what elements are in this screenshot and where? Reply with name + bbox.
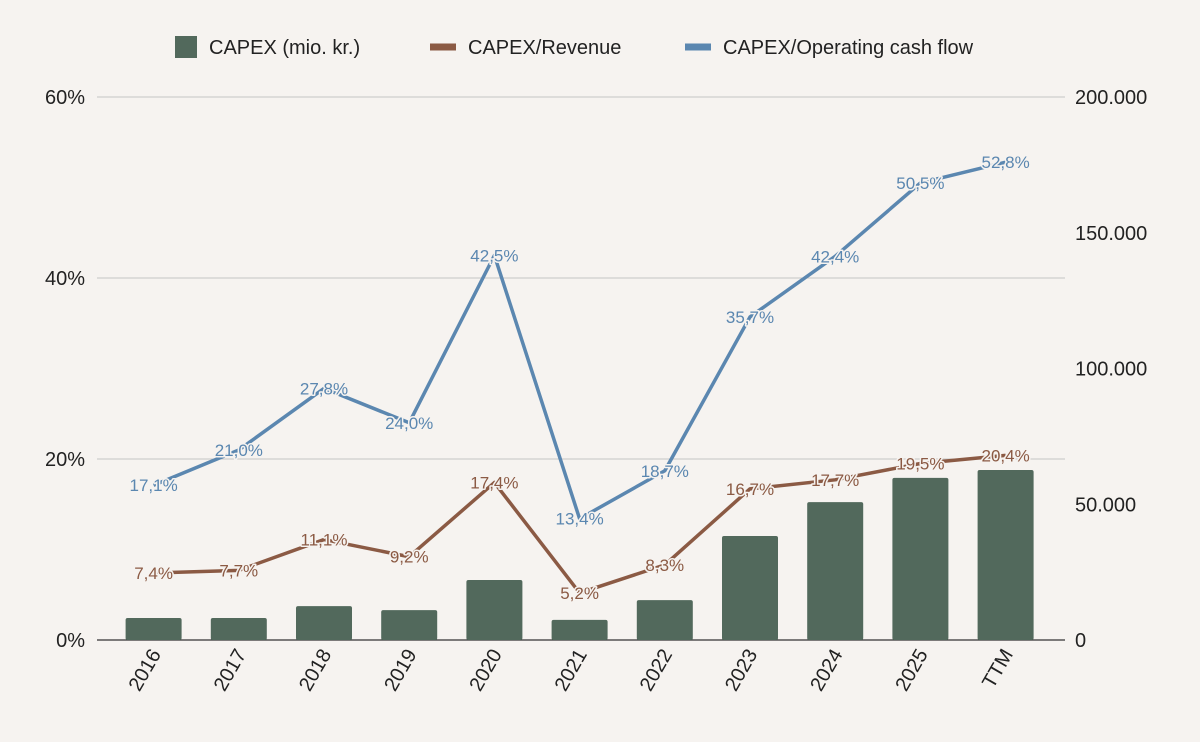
data-label: 42,4% [811, 247, 859, 266]
data-label: 17,1% [129, 476, 177, 495]
x-tick-label: 2018 [295, 646, 336, 696]
right-tick-label: 0 [1075, 630, 1086, 652]
legend-label: CAPEX (mio. kr.) [209, 37, 360, 59]
x-tick-label: 2016 [125, 646, 166, 696]
legend-swatch [685, 43, 711, 51]
data-label: 35,7% [726, 308, 774, 327]
left-tick-label: 60% [45, 87, 85, 109]
bar-2024 [807, 502, 864, 640]
x-tick-label: 2019 [380, 646, 421, 696]
left-tick-label: 20% [45, 449, 85, 471]
x-tick-label: 2024 [806, 646, 847, 696]
data-label: 52,8% [981, 153, 1029, 172]
bar-2020 [466, 579, 523, 640]
data-label: 9,2% [390, 548, 429, 567]
data-label: 7,7% [219, 561, 258, 580]
data-label: 8,3% [645, 556, 684, 575]
bar-2021 [551, 619, 608, 640]
legend-label: CAPEX/Operating cash flow [723, 37, 974, 59]
left-tick-label: 0% [56, 630, 85, 652]
x-tick-label: TTM [978, 646, 1018, 693]
bar-2025 [892, 477, 949, 640]
right-tick-label: 100.000 [1075, 359, 1147, 381]
right-tick-label: 200.000 [1075, 87, 1147, 109]
data-label: 13,4% [555, 510, 603, 529]
right-tick-label: 50.000 [1075, 494, 1136, 516]
data-label: 17,7% [811, 471, 859, 490]
x-tick-label: 2022 [636, 646, 677, 696]
x-tick-label: 2023 [721, 646, 762, 696]
data-label: 50,5% [896, 174, 944, 193]
x-tick-label: 2020 [465, 646, 506, 696]
data-label: 18,7% [641, 462, 689, 481]
legend-label: CAPEX/Revenue [468, 37, 621, 59]
data-label: 11,1% [301, 531, 348, 550]
data-label: 27,8% [300, 379, 348, 398]
data-label: 17,4% [470, 474, 518, 493]
bar-2017 [210, 618, 267, 640]
bar-2019 [381, 610, 438, 640]
bar-2018 [296, 606, 352, 640]
bar-2023 [722, 536, 778, 640]
legend-swatch [175, 36, 197, 58]
data-label: 42,5% [470, 246, 518, 265]
x-tick-label: 2021 [551, 646, 592, 696]
data-label: 7,4% [134, 564, 173, 583]
bar-2016 [125, 618, 182, 640]
data-label: 21,0% [215, 441, 263, 460]
bar-TTM [977, 470, 1034, 640]
bar-2022 [636, 600, 693, 640]
right-tick-label: 150.000 [1075, 223, 1147, 245]
legend-swatch [430, 43, 456, 51]
data-label: 5,2% [560, 584, 599, 603]
line-capex-ocf [152, 160, 1007, 521]
data-label: 19,5% [896, 455, 944, 474]
data-label: 20,4% [981, 446, 1029, 465]
data-label: 16,7% [726, 480, 774, 499]
left-tick-label: 40% [45, 268, 85, 290]
x-tick-label: 2025 [891, 646, 932, 696]
data-label: 24,0% [385, 414, 433, 433]
x-tick-label: 2017 [210, 646, 251, 696]
